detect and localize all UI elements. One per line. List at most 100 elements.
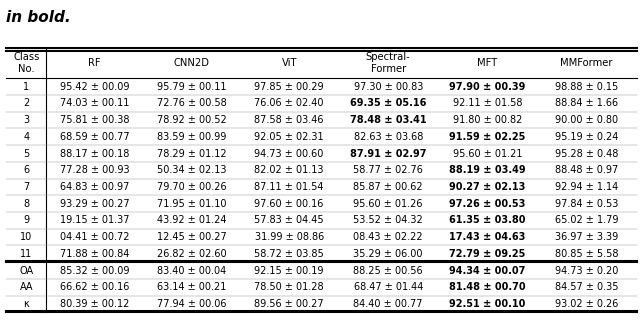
- Text: 82.02 ± 01.13: 82.02 ± 01.13: [255, 165, 324, 175]
- Text: Spectral-
Former: Spectral- Former: [366, 52, 411, 74]
- Text: 91.59 ± 02.25: 91.59 ± 02.25: [449, 132, 525, 142]
- Text: 88.19 ± 03.49: 88.19 ± 03.49: [449, 165, 525, 175]
- Text: 71.95 ± 01.10: 71.95 ± 01.10: [157, 199, 227, 209]
- Text: 93.29 ± 00.27: 93.29 ± 00.27: [60, 199, 129, 209]
- Text: 4: 4: [23, 132, 29, 142]
- Text: 77.28 ± 00.93: 77.28 ± 00.93: [60, 165, 129, 175]
- Text: CNN2D: CNN2D: [174, 58, 210, 68]
- Text: 90.00 ± 0.80: 90.00 ± 0.80: [555, 115, 618, 125]
- Text: 94.73 ± 00.60: 94.73 ± 00.60: [255, 148, 324, 158]
- Text: 04.41 ± 00.72: 04.41 ± 00.72: [60, 232, 129, 242]
- Text: 1: 1: [23, 82, 29, 92]
- Text: 63.14 ± 00.21: 63.14 ± 00.21: [157, 282, 227, 292]
- Text: 88.17 ± 00.18: 88.17 ± 00.18: [60, 148, 129, 158]
- Text: 78.50 ± 01.28: 78.50 ± 01.28: [254, 282, 324, 292]
- Text: 35.29 ± 06.00: 35.29 ± 06.00: [353, 249, 423, 259]
- Text: 80.39 ± 00.12: 80.39 ± 00.12: [60, 299, 129, 309]
- Text: 95.60 ± 01.21: 95.60 ± 01.21: [452, 148, 522, 158]
- Text: 66.62 ± 00.16: 66.62 ± 00.16: [60, 282, 129, 292]
- Text: 11: 11: [20, 249, 33, 259]
- Text: 64.83 ± 00.97: 64.83 ± 00.97: [60, 182, 129, 192]
- Text: 8: 8: [23, 199, 29, 209]
- Text: 65.02 ± 1.79: 65.02 ± 1.79: [555, 215, 618, 225]
- Text: 97.90 ± 00.39: 97.90 ± 00.39: [449, 82, 525, 92]
- Text: 74.03 ± 00.11: 74.03 ± 00.11: [60, 98, 129, 108]
- Text: 57.83 ± 04.45: 57.83 ± 04.45: [254, 215, 324, 225]
- Text: 36.97 ± 3.39: 36.97 ± 3.39: [555, 232, 618, 242]
- Text: 85.87 ± 00.62: 85.87 ± 00.62: [353, 182, 423, 192]
- Text: 92.05 ± 02.31: 92.05 ± 02.31: [254, 132, 324, 142]
- Text: 88.25 ± 00.56: 88.25 ± 00.56: [353, 266, 423, 276]
- Text: 90.27 ± 02.13: 90.27 ± 02.13: [449, 182, 525, 192]
- Text: MFT: MFT: [477, 58, 497, 68]
- Text: 17.43 ± 04.63: 17.43 ± 04.63: [449, 232, 525, 242]
- Text: 78.29 ± 01.12: 78.29 ± 01.12: [157, 148, 227, 158]
- Text: κ: κ: [23, 299, 29, 309]
- Text: 12.45 ± 00.27: 12.45 ± 00.27: [157, 232, 227, 242]
- Text: 26.82 ± 02.60: 26.82 ± 02.60: [157, 249, 227, 259]
- Text: 92.51 ± 00.10: 92.51 ± 00.10: [449, 299, 525, 309]
- Text: 6: 6: [23, 165, 29, 175]
- Text: 78.48 ± 03.41: 78.48 ± 03.41: [350, 115, 426, 125]
- Text: RF: RF: [88, 58, 101, 68]
- Text: 87.58 ± 03.46: 87.58 ± 03.46: [255, 115, 324, 125]
- Text: 53.52 ± 04.32: 53.52 ± 04.32: [353, 215, 423, 225]
- Text: 91.80 ± 00.82: 91.80 ± 00.82: [452, 115, 522, 125]
- Text: MMFormer: MMFormer: [560, 58, 612, 68]
- Text: 19.15 ± 01.37: 19.15 ± 01.37: [60, 215, 129, 225]
- Text: in bold.: in bold.: [6, 10, 71, 25]
- Text: 43.92 ± 01.24: 43.92 ± 01.24: [157, 215, 227, 225]
- Text: 10: 10: [20, 232, 33, 242]
- Text: 92.15 ± 00.19: 92.15 ± 00.19: [255, 266, 324, 276]
- Text: 9: 9: [23, 215, 29, 225]
- Text: 2: 2: [23, 98, 29, 108]
- Text: 87.11 ± 01.54: 87.11 ± 01.54: [255, 182, 324, 192]
- Text: 89.56 ± 00.27: 89.56 ± 00.27: [254, 299, 324, 309]
- Text: 88.48 ± 0.97: 88.48 ± 0.97: [555, 165, 618, 175]
- Text: 77.94 ± 00.06: 77.94 ± 00.06: [157, 299, 227, 309]
- Text: 5: 5: [23, 148, 29, 158]
- Text: 97.26 ± 00.53: 97.26 ± 00.53: [449, 199, 525, 209]
- Text: 95.28 ± 0.48: 95.28 ± 0.48: [555, 148, 618, 158]
- Text: 95.60 ± 01.26: 95.60 ± 01.26: [353, 199, 423, 209]
- Text: ViT: ViT: [282, 58, 297, 68]
- Text: 08.43 ± 02.22: 08.43 ± 02.22: [353, 232, 423, 242]
- Text: 72.79 ± 09.25: 72.79 ± 09.25: [449, 249, 525, 259]
- Text: 7: 7: [23, 182, 29, 192]
- Text: 58.72 ± 03.85: 58.72 ± 03.85: [254, 249, 324, 259]
- Text: 79.70 ± 00.26: 79.70 ± 00.26: [157, 182, 227, 192]
- Text: Class
No.: Class No.: [13, 52, 40, 74]
- Text: 93.02 ± 0.26: 93.02 ± 0.26: [555, 299, 618, 309]
- Text: 94.73 ± 0.20: 94.73 ± 0.20: [555, 266, 618, 276]
- Text: 78.92 ± 00.52: 78.92 ± 00.52: [157, 115, 227, 125]
- Text: 83.40 ± 00.04: 83.40 ± 00.04: [157, 266, 227, 276]
- Text: 83.59 ± 00.99: 83.59 ± 00.99: [157, 132, 227, 142]
- Text: 71.88 ± 00.84: 71.88 ± 00.84: [60, 249, 129, 259]
- Text: 97.60 ± 00.16: 97.60 ± 00.16: [255, 199, 324, 209]
- Text: 84.57 ± 0.35: 84.57 ± 0.35: [555, 282, 618, 292]
- Text: 92.11 ± 01.58: 92.11 ± 01.58: [452, 98, 522, 108]
- Text: OA: OA: [19, 266, 33, 276]
- Text: 76.06 ± 02.40: 76.06 ± 02.40: [255, 98, 324, 108]
- Text: AA: AA: [19, 282, 33, 292]
- Text: 72.76 ± 00.58: 72.76 ± 00.58: [157, 98, 227, 108]
- Text: 82.63 ± 03.68: 82.63 ± 03.68: [353, 132, 423, 142]
- Text: 88.84 ± 1.66: 88.84 ± 1.66: [555, 98, 618, 108]
- Text: 84.40 ± 00.77: 84.40 ± 00.77: [353, 299, 423, 309]
- Text: 87.91 ± 02.97: 87.91 ± 02.97: [350, 148, 426, 158]
- Text: 61.35 ± 03.80: 61.35 ± 03.80: [449, 215, 525, 225]
- Text: 97.85 ± 00.29: 97.85 ± 00.29: [254, 82, 324, 92]
- Text: 31.99 ± 08.86: 31.99 ± 08.86: [255, 232, 324, 242]
- Text: 50.34 ± 02.13: 50.34 ± 02.13: [157, 165, 227, 175]
- Text: 69.35 ± 05.16: 69.35 ± 05.16: [350, 98, 426, 108]
- Text: 95.19 ± 0.24: 95.19 ± 0.24: [555, 132, 618, 142]
- Text: 58.77 ± 02.76: 58.77 ± 02.76: [353, 165, 423, 175]
- Text: 85.32 ± 00.09: 85.32 ± 00.09: [60, 266, 129, 276]
- Text: 95.42 ± 00.09: 95.42 ± 00.09: [60, 82, 129, 92]
- Text: 95.79 ± 00.11: 95.79 ± 00.11: [157, 82, 227, 92]
- Text: 97.84 ± 0.53: 97.84 ± 0.53: [555, 199, 618, 209]
- Text: 97.30 ± 00.83: 97.30 ± 00.83: [353, 82, 423, 92]
- Text: 3: 3: [23, 115, 29, 125]
- Text: 75.81 ± 00.38: 75.81 ± 00.38: [60, 115, 129, 125]
- Text: 94.34 ± 00.07: 94.34 ± 00.07: [449, 266, 525, 276]
